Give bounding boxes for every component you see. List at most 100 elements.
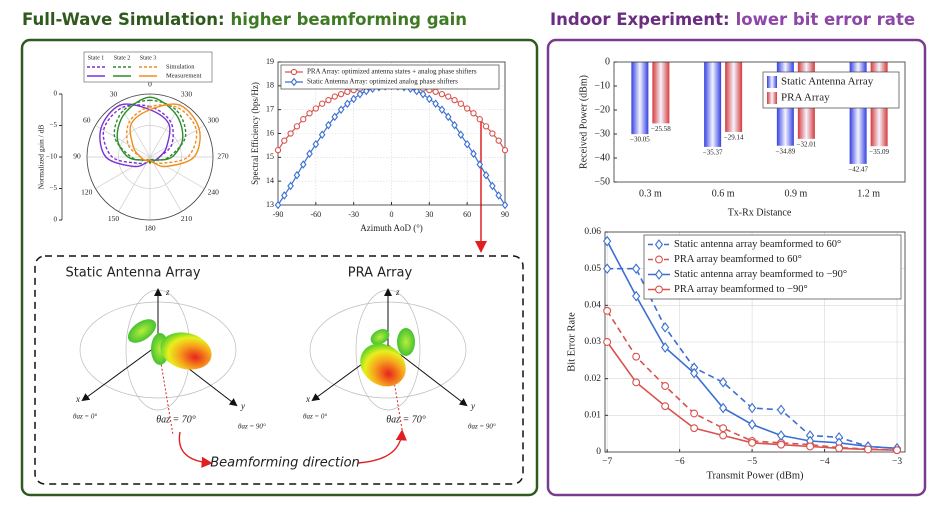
polar-curve [116,96,184,165]
right-header-rest: lower bit error rate [736,10,915,29]
theta-tick-label: 60 [83,116,91,125]
bar-value-label: −34.89 [776,147,796,155]
legend-box [643,234,902,300]
legend-swatch [767,92,777,104]
legend-label: Static Antenna Array: optimized analog p… [307,78,458,86]
r-tick-label: −10 [46,153,57,161]
left-header-bold: Full-Wave Simulation: [22,10,225,29]
y-tick-label: 0.04 [584,301,601,311]
data-point [451,120,458,130]
legend-column: State 1 [88,55,105,61]
main-lobe [360,343,406,387]
az90-label: θaz = 90° [238,423,266,431]
bar [631,62,649,135]
data-point [312,139,320,149]
data-point [719,402,728,414]
left-header-rest: higher beamforming gain [231,10,468,29]
legend-box [280,64,500,90]
x-tick-label: 60 [463,210,471,219]
bar [704,62,722,147]
y-tick-label: 14 [266,176,274,185]
data-point [690,424,699,433]
data-point [661,402,670,411]
bar-value-label: −35.09 [869,148,889,156]
legend-label: PRA array beamformed to 60° [674,254,802,265]
legend-marker [290,77,298,87]
data-point [476,116,483,123]
data-point [325,120,332,130]
data-point [470,149,477,159]
data-point [489,130,496,137]
bar-value-label: −35.37 [703,148,723,156]
y-tick-label: 0 [596,447,601,457]
data-point [299,160,307,169]
az0-label: θaz = 0° [73,413,97,421]
polar-spoke [149,156,205,189]
y-tick-label: −20 [594,104,610,115]
data-point [344,88,351,95]
data-point [603,263,612,274]
data-point [350,94,357,104]
x-tick-label: -30 [348,210,359,219]
panel-title: Static Antenna Array [65,266,200,281]
r-tick-label: −5 [50,184,58,192]
main-lobe [160,332,212,370]
y-tick-label: −10 [594,80,610,91]
data-point [776,430,786,441]
data-point [438,105,446,114]
y-tick-label: 0.05 [584,264,601,274]
left-header: Full-Wave Simulation: higher beamforming … [22,10,467,29]
y-tick-label: 18 [266,81,274,90]
legend-row: Measurement [166,72,202,79]
polar-spoke [149,102,182,158]
beam-box [34,255,524,485]
side-lobe [127,319,157,343]
polar-curve [113,99,187,161]
legend-box [762,71,900,109]
data-point [274,147,282,154]
series-line [606,310,898,451]
beam-direction [387,344,404,436]
data-point [312,105,319,112]
data-point [690,409,699,418]
data-point [661,342,670,353]
y-axis-label: Bit Error Rate [566,312,577,372]
x-tick-label: −3 [892,457,902,467]
x-tick-label: 0.3 m [639,188,662,199]
data-point [413,86,421,96]
data-point [274,200,282,210]
x-tick-label: −7 [602,457,612,467]
polar-spoke [95,156,151,189]
data-point [457,100,465,107]
y-tick-label: 0.01 [584,411,601,421]
y-tick-label: 17 [266,104,274,113]
data-point [318,100,326,107]
data-point [748,419,757,430]
polar-spoke [95,125,151,158]
y-tick-label: 16 [266,128,274,137]
polar-spoke [118,102,151,158]
data-point [776,404,786,416]
legend-column: State 3 [140,55,157,61]
x-tick-label: 90 [501,210,509,219]
r-tick-label: −5 [50,121,58,129]
data-point [306,110,313,117]
bar [652,62,670,124]
legend-marker [654,269,664,280]
data-point [432,88,439,95]
bar-value-label: −32.01 [797,140,817,148]
data-point [690,367,699,379]
data-point [356,89,364,99]
theta-tick-label: 120 [81,188,93,197]
y-axis-label: Spectral Efficiency (bps/Hz) [250,82,260,185]
legend-swatch [767,76,777,88]
data-point [432,99,439,108]
data-point [287,181,294,191]
az70-label: θaz = 70° [156,414,196,425]
data-point [438,91,446,98]
plot-frame [613,61,906,183]
x-tick-label: 0.6 m [712,188,735,199]
data-point [806,442,815,451]
y-tick-label: −30 [594,128,610,139]
